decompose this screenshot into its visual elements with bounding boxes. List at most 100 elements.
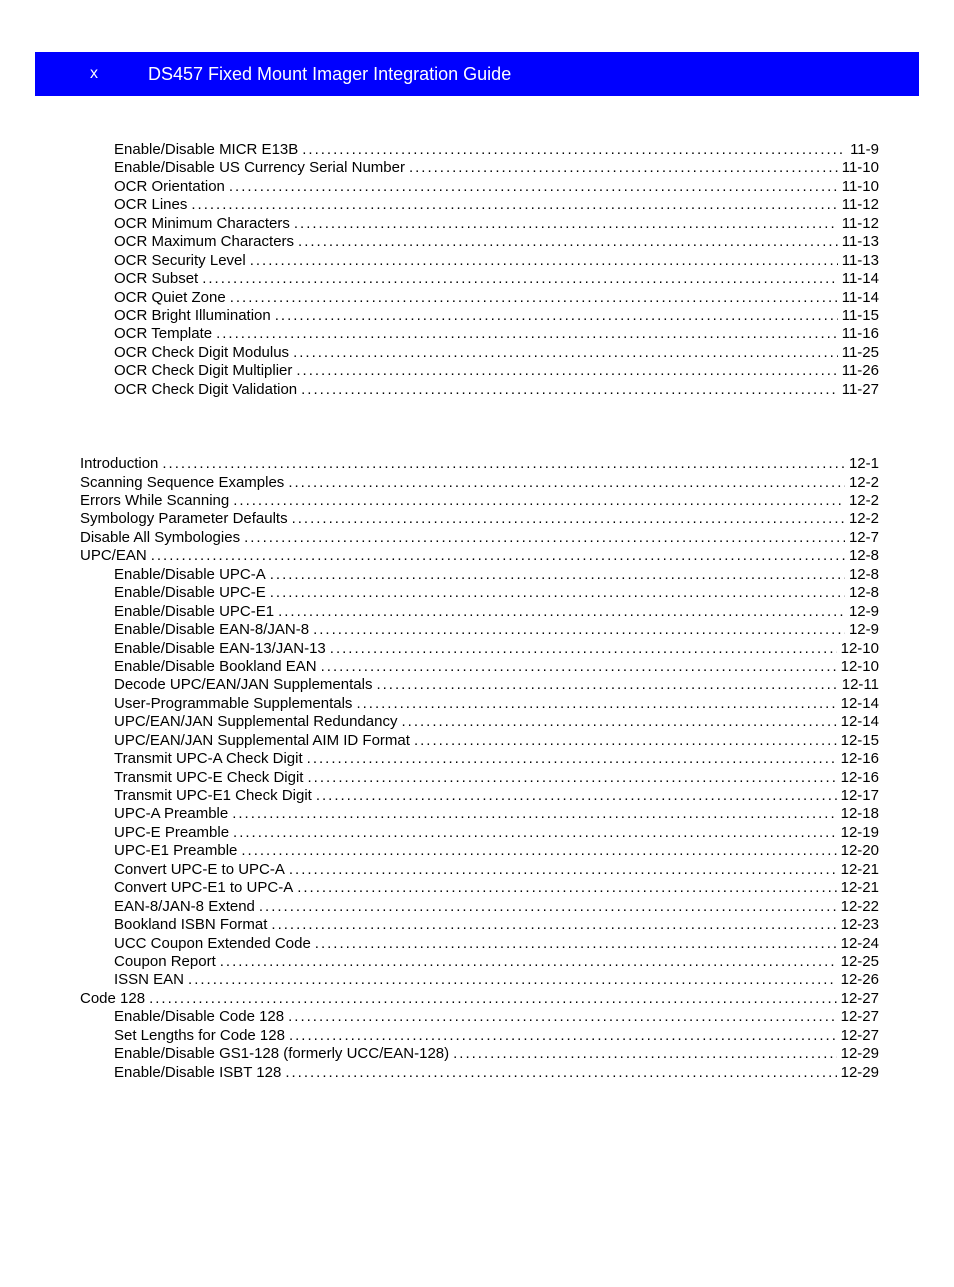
toc-label: OCR Security Level — [114, 252, 246, 270]
toc-row[interactable]: Enable/Disable US Currency Serial Number… — [80, 159, 879, 177]
toc-label: OCR Bright Illumination — [114, 307, 271, 325]
toc-row[interactable]: Convert UPC-E1 to UPC-A 12-21 — [80, 879, 879, 897]
toc-label: Enable/Disable EAN-13/JAN-13 — [114, 640, 326, 658]
toc-row[interactable]: Transmit UPC-A Check Digit 12-16 — [80, 750, 879, 768]
toc-label: OCR Minimum Characters — [114, 215, 290, 233]
toc-row[interactable]: Enable/Disable ISBT 128 12-29 — [80, 1064, 879, 1082]
toc-row[interactable]: UPC-E Preamble 12-19 — [80, 824, 879, 842]
toc-row[interactable]: OCR Maximum Characters 11-13 — [80, 233, 879, 251]
toc-label: UPC-E1 Preamble — [114, 842, 237, 860]
toc-row[interactable]: User-Programmable Supplementals 12-14 — [80, 695, 879, 713]
toc-dots — [240, 529, 845, 547]
toc-row[interactable]: UPC-E1 Preamble 12-20 — [80, 842, 879, 860]
toc-row[interactable]: OCR Check Digit Modulus 11-25 — [80, 344, 879, 362]
toc-label: OCR Check Digit Multiplier — [114, 362, 292, 380]
toc-label: Errors While Scanning — [80, 492, 229, 510]
toc-row[interactable]: Decode UPC/EAN/JAN Supplementals 12-11 — [80, 676, 879, 694]
toc-dots — [285, 1027, 837, 1045]
toc-row[interactable]: Introduction 12-1 — [80, 455, 879, 473]
toc-dots — [288, 510, 845, 528]
toc-dots — [184, 971, 837, 989]
toc-dots — [225, 178, 838, 196]
toc-page: 12-16 — [837, 750, 879, 768]
toc-row[interactable]: OCR Orientation 11-10 — [80, 178, 879, 196]
toc-row[interactable]: UPC-A Preamble 12-18 — [80, 805, 879, 823]
toc-page: 12-17 — [837, 787, 879, 805]
toc-row[interactable]: Enable/Disable UPC-E1 12-9 — [80, 603, 879, 621]
toc-dots — [317, 658, 837, 676]
toc-page: 12-25 — [837, 953, 879, 971]
toc-dots — [228, 805, 836, 823]
toc-dots — [285, 861, 837, 879]
toc-label: Code 128 — [80, 990, 145, 1008]
toc-row[interactable]: OCR Template 11-16 — [80, 325, 879, 343]
toc-row[interactable]: UPC/EAN 12-8 — [80, 547, 879, 565]
toc-row[interactable]: Disable All Symbologies 12-7 — [80, 529, 879, 547]
toc-dots — [309, 621, 845, 639]
toc-page: 12-20 — [837, 842, 879, 860]
toc-page: 12-2 — [845, 492, 879, 510]
toc-row[interactable]: OCR Security Level 11-13 — [80, 252, 879, 270]
toc-dots — [372, 676, 837, 694]
toc-row[interactable]: Enable/Disable EAN-13/JAN-13 12-10 — [80, 640, 879, 658]
toc-row[interactable]: Enable/Disable EAN-8/JAN-8 12-9 — [80, 621, 879, 639]
page-number: x — [90, 65, 98, 83]
toc-page: 12-23 — [837, 916, 879, 934]
toc-row[interactable]: Convert UPC-E to UPC-A 12-21 — [80, 861, 879, 879]
toc-label: UPC/EAN/JAN Supplemental Redundancy — [114, 713, 397, 731]
toc-dots — [147, 547, 845, 565]
toc-row[interactable]: Errors While Scanning 12-2 — [80, 492, 879, 510]
toc-row[interactable]: Enable/Disable GS1-128 (formerly UCC/EAN… — [80, 1045, 879, 1063]
toc-label: OCR Subset — [114, 270, 198, 288]
toc-row[interactable]: Enable/Disable UPC-E 12-8 — [80, 584, 879, 602]
toc-page: 11-12 — [838, 215, 879, 233]
toc-page: 11-13 — [838, 233, 879, 251]
toc-row[interactable]: Coupon Report 12-25 — [80, 953, 879, 971]
toc-dots — [303, 769, 836, 787]
toc-row[interactable]: Scanning Sequence Examples 12-2 — [80, 474, 879, 492]
toc-row[interactable]: UCC Coupon Extended Code 12-24 — [80, 935, 879, 953]
toc-row[interactable]: OCR Bright Illumination 11-15 — [80, 307, 879, 325]
toc-row[interactable]: Bookland ISBN Format 12-23 — [80, 916, 879, 934]
toc-row[interactable]: Enable/Disable MICR E13B 11-9 — [80, 141, 879, 159]
toc-page: 12-15 — [837, 732, 879, 750]
toc-page: 11-16 — [838, 325, 879, 343]
toc-row[interactable]: OCR Check Digit Multiplier 11-26 — [80, 362, 879, 380]
toc-row[interactable]: Enable/Disable Bookland EAN 12-10 — [80, 658, 879, 676]
toc-row[interactable]: Code 128 12-27 — [80, 990, 879, 1008]
toc-row[interactable]: OCR Lines 11-12 — [80, 196, 879, 214]
toc-row[interactable]: Transmit UPC-E Check Digit 12-16 — [80, 769, 879, 787]
toc-label: Enable/Disable UPC-E1 — [114, 603, 274, 621]
toc-row[interactable]: ISSN EAN 12-26 — [80, 971, 879, 989]
toc-page: 12-8 — [845, 566, 879, 584]
toc-label: Transmit UPC-A Check Digit — [114, 750, 303, 768]
toc-row[interactable]: OCR Subset 11-14 — [80, 270, 879, 288]
toc-page: 12-2 — [845, 510, 879, 528]
toc-page: 12-27 — [837, 990, 879, 1008]
toc-row[interactable]: Symbology Parameter Defaults 12-2 — [80, 510, 879, 528]
toc-page: 11-12 — [838, 196, 879, 214]
toc-dots — [145, 990, 837, 1008]
toc-row[interactable]: Set Lengths for Code 128 12-27 — [80, 1027, 879, 1045]
toc-label: Transmit UPC-E Check Digit — [114, 769, 303, 787]
toc-row[interactable]: OCR Check Digit Validation 11-27 — [80, 381, 879, 399]
toc-row[interactable]: OCR Quiet Zone 11-14 — [80, 289, 879, 307]
toc-row[interactable]: Enable/Disable Code 128 12-27 — [80, 1008, 879, 1026]
toc-row[interactable]: UPC/EAN/JAN Supplemental AIM ID Format 1… — [80, 732, 879, 750]
toc-dots — [311, 935, 837, 953]
toc-row[interactable]: OCR Minimum Characters 11-12 — [80, 215, 879, 233]
toc-page: 11-10 — [838, 159, 879, 177]
toc-dots — [326, 640, 837, 658]
toc-page: 12-10 — [837, 640, 879, 658]
toc-page: 12-26 — [837, 971, 879, 989]
toc-row[interactable]: Transmit UPC-E1 Check Digit 12-17 — [80, 787, 879, 805]
toc-dots — [226, 289, 838, 307]
toc-dots — [271, 307, 838, 325]
toc-page: 12-27 — [837, 1008, 879, 1026]
toc-row[interactable]: UPC/EAN/JAN Supplemental Redundancy 12-1… — [80, 713, 879, 731]
toc-row[interactable]: EAN-8/JAN-8 Extend 12-22 — [80, 898, 879, 916]
toc-section-1: Enable/Disable MICR E13B 11-9Enable/Disa… — [80, 141, 879, 399]
toc-dots — [292, 362, 837, 380]
toc-row[interactable]: Enable/Disable UPC-A 12-8 — [80, 566, 879, 584]
toc-label: UPC/EAN — [80, 547, 147, 565]
